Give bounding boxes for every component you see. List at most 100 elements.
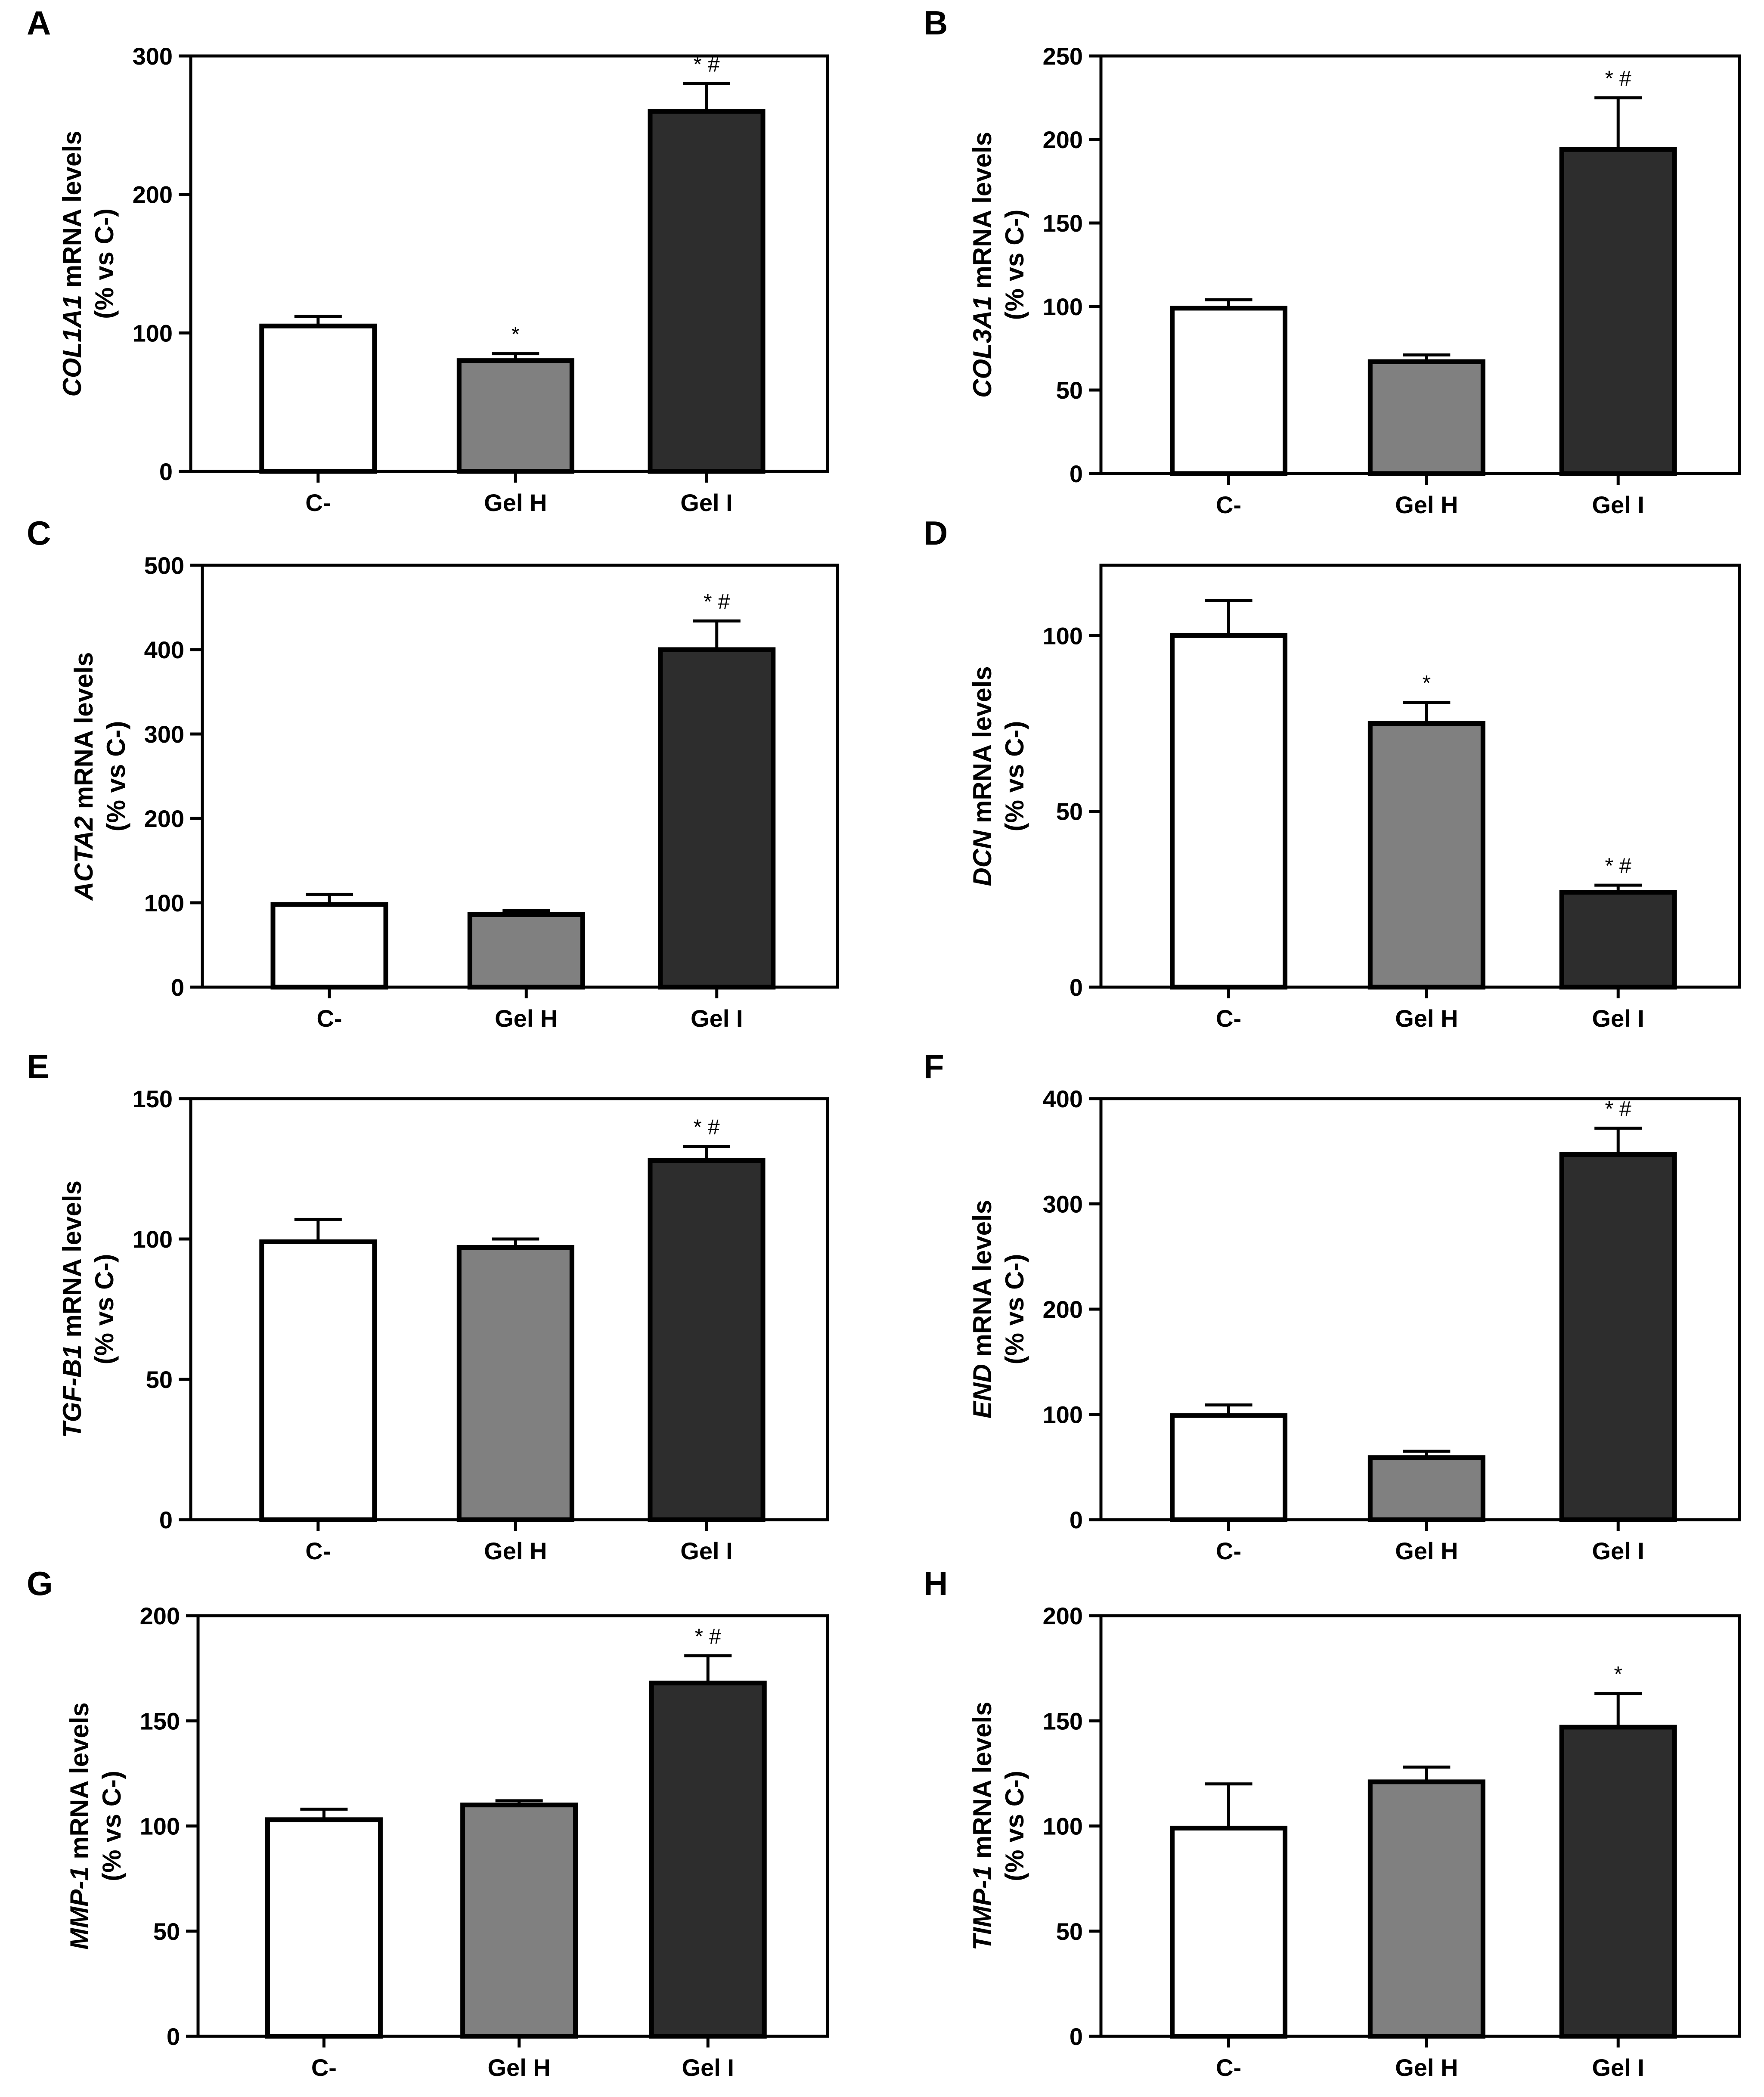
chart-panel-f: F 0 100 200 300 400 END mRNA levels (% vs C-) C-…	[924, 1047, 1741, 1564]
y-axis-title: DCN mRNA levels	[968, 666, 997, 886]
y-tick-label: 0	[1070, 974, 1083, 1001]
chart-panel-b: B 0 50 100 150 200 250 COL3A1 mRNA levels (% vs …	[924, 4, 1741, 518]
y-tick-label: 100	[133, 1226, 173, 1253]
y-tick-label: 100	[1043, 622, 1083, 649]
y-axis-title-line2-text: (% vs C-)	[97, 1771, 126, 1881]
panel-label: E	[27, 1047, 49, 1085]
bar	[265, 1817, 383, 2039]
significance-mark: * #	[1605, 66, 1631, 90]
y-tick-label: 100	[1043, 1813, 1083, 1840]
significance-mark: *	[1423, 671, 1431, 695]
x-tick-label: Gel I	[680, 489, 732, 516]
gene-name: TGF-B1	[58, 1344, 87, 1438]
y-tick-label: 100	[144, 889, 184, 917]
panel-label: G	[27, 1564, 53, 1602]
bar	[1559, 890, 1677, 990]
y-axis-title: TGF-B1 mRNA levels	[58, 1180, 87, 1438]
y-tick-label: 200	[140, 1602, 180, 1629]
gene-name: MMP-1	[65, 1866, 94, 1949]
y-tick-label: 0	[1070, 460, 1083, 487]
y-axis-title-line2: (% vs C-)	[1000, 1254, 1029, 1365]
x-tick-label: Gel H	[1395, 1005, 1458, 1032]
significance-mark: * #	[695, 1624, 721, 1648]
y-axis-title: TIMP-1 mRNA levels	[968, 1702, 997, 1951]
y-tick-label: 200	[1043, 1602, 1083, 1629]
y-axis-title-line2-text: (% vs C-)	[1000, 1254, 1029, 1365]
panel-label: A	[27, 4, 51, 42]
y-axis-title-suffix: mRNA levels	[968, 666, 997, 830]
x-tick-label: C-	[1216, 1005, 1241, 1032]
y-axis-title-line2: (% vs C-)	[90, 208, 119, 319]
bar	[1559, 147, 1677, 476]
y-tick-label: 150	[140, 1707, 180, 1735]
y-tick-label: 100	[1043, 293, 1083, 320]
bar	[456, 1245, 574, 1522]
panel-label: B	[924, 4, 948, 42]
chart-panel-e: E 0 50 100 150 TGF-B1 mRNA levels (% vs C-) C- G…	[27, 1047, 829, 1564]
bar	[1367, 359, 1485, 476]
x-tick-label: Gel H	[487, 2054, 550, 2081]
y-tick-label: 0	[167, 2023, 180, 2050]
x-tick-label: C-	[1216, 1537, 1241, 1564]
y-tick-label: 200	[1043, 126, 1083, 153]
y-axis-title-suffix: mRNA levels	[968, 132, 997, 296]
y-axis-title: COL1A1 mRNA levels	[58, 131, 87, 397]
bar	[1367, 721, 1485, 990]
significance-mark: * #	[693, 52, 719, 76]
y-tick-label: 50	[146, 1366, 173, 1393]
x-tick-label: Gel I	[1592, 1537, 1644, 1564]
panel-label: F	[924, 1047, 944, 1085]
significance-mark: *	[512, 322, 520, 347]
bar	[467, 912, 585, 990]
significance-mark: * #	[693, 1115, 719, 1139]
y-axis-title-line2: (% vs C-)	[1000, 210, 1029, 320]
gene-name: ACTA2	[69, 816, 98, 901]
y-tick-label: 50	[1056, 798, 1083, 825]
x-tick-label: C-	[1216, 491, 1241, 518]
bar	[1170, 633, 1288, 990]
y-axis-title-suffix: mRNA levels	[968, 1702, 997, 1866]
y-axis-title-suffix: mRNA levels	[58, 1180, 87, 1344]
y-axis-title-line2-text: (% vs C-)	[1000, 721, 1029, 832]
panel-label: D	[924, 514, 948, 552]
bar	[1170, 1825, 1288, 2039]
gene-name: COL3A1	[968, 296, 997, 398]
x-tick-label: Gel I	[691, 1005, 743, 1032]
y-tick-label: 50	[1056, 377, 1083, 404]
y-axis-title-suffix: mRNA levels	[69, 652, 98, 816]
x-tick-label: C-	[311, 2054, 337, 2081]
bar	[648, 109, 766, 474]
x-tick-label: Gel H	[1395, 2054, 1458, 2081]
y-axis-title-line2: (% vs C-)	[102, 721, 130, 832]
bar	[648, 1158, 766, 1522]
y-axis-title-suffix: mRNA levels	[65, 1702, 94, 1866]
bar	[456, 358, 574, 474]
y-tick-label: 100	[133, 319, 173, 347]
y-tick-label: 300	[1043, 1191, 1083, 1218]
y-tick-label: 0	[1070, 2023, 1083, 2050]
chart-panel-g: G 0 50 100 150 200 MMP-1 mRNA levels (% vs C-) C…	[27, 1564, 829, 2081]
bar	[1170, 1413, 1288, 1522]
panel-label: H	[924, 1564, 948, 1602]
x-tick-label: Gel H	[484, 1537, 547, 1564]
y-axis-title-line2-text: (% vs C-)	[1000, 210, 1029, 320]
bar	[259, 1239, 377, 1522]
bar	[259, 323, 377, 474]
y-tick-label: 100	[1043, 1401, 1083, 1428]
chart-panel-d: D 0 50 100 DCN mRNA levels (% vs C-) C- Gel H * G…	[924, 514, 1741, 1032]
y-axis-title-line2: (% vs C-)	[90, 1254, 119, 1365]
bar	[658, 647, 776, 990]
x-tick-label: C-	[1216, 2054, 1241, 2081]
bar	[270, 902, 388, 990]
significance-mark: *	[1614, 1662, 1622, 1686]
y-axis-title-line2-text: (% vs C-)	[90, 1254, 119, 1365]
y-axis-title-line2-text: (% vs C-)	[1000, 1771, 1029, 1881]
y-axis-title: COL3A1 mRNA levels	[968, 132, 997, 398]
y-tick-label: 50	[1056, 1918, 1083, 1945]
y-axis-title-line2: (% vs C-)	[1000, 721, 1029, 832]
significance-mark: * #	[1605, 1097, 1631, 1121]
y-axis-title: MMP-1 mRNA levels	[65, 1702, 94, 1950]
y-tick-label: 300	[144, 721, 184, 748]
y-tick-label: 0	[1070, 1506, 1083, 1533]
y-axis-title-line2-text: (% vs C-)	[102, 721, 130, 832]
